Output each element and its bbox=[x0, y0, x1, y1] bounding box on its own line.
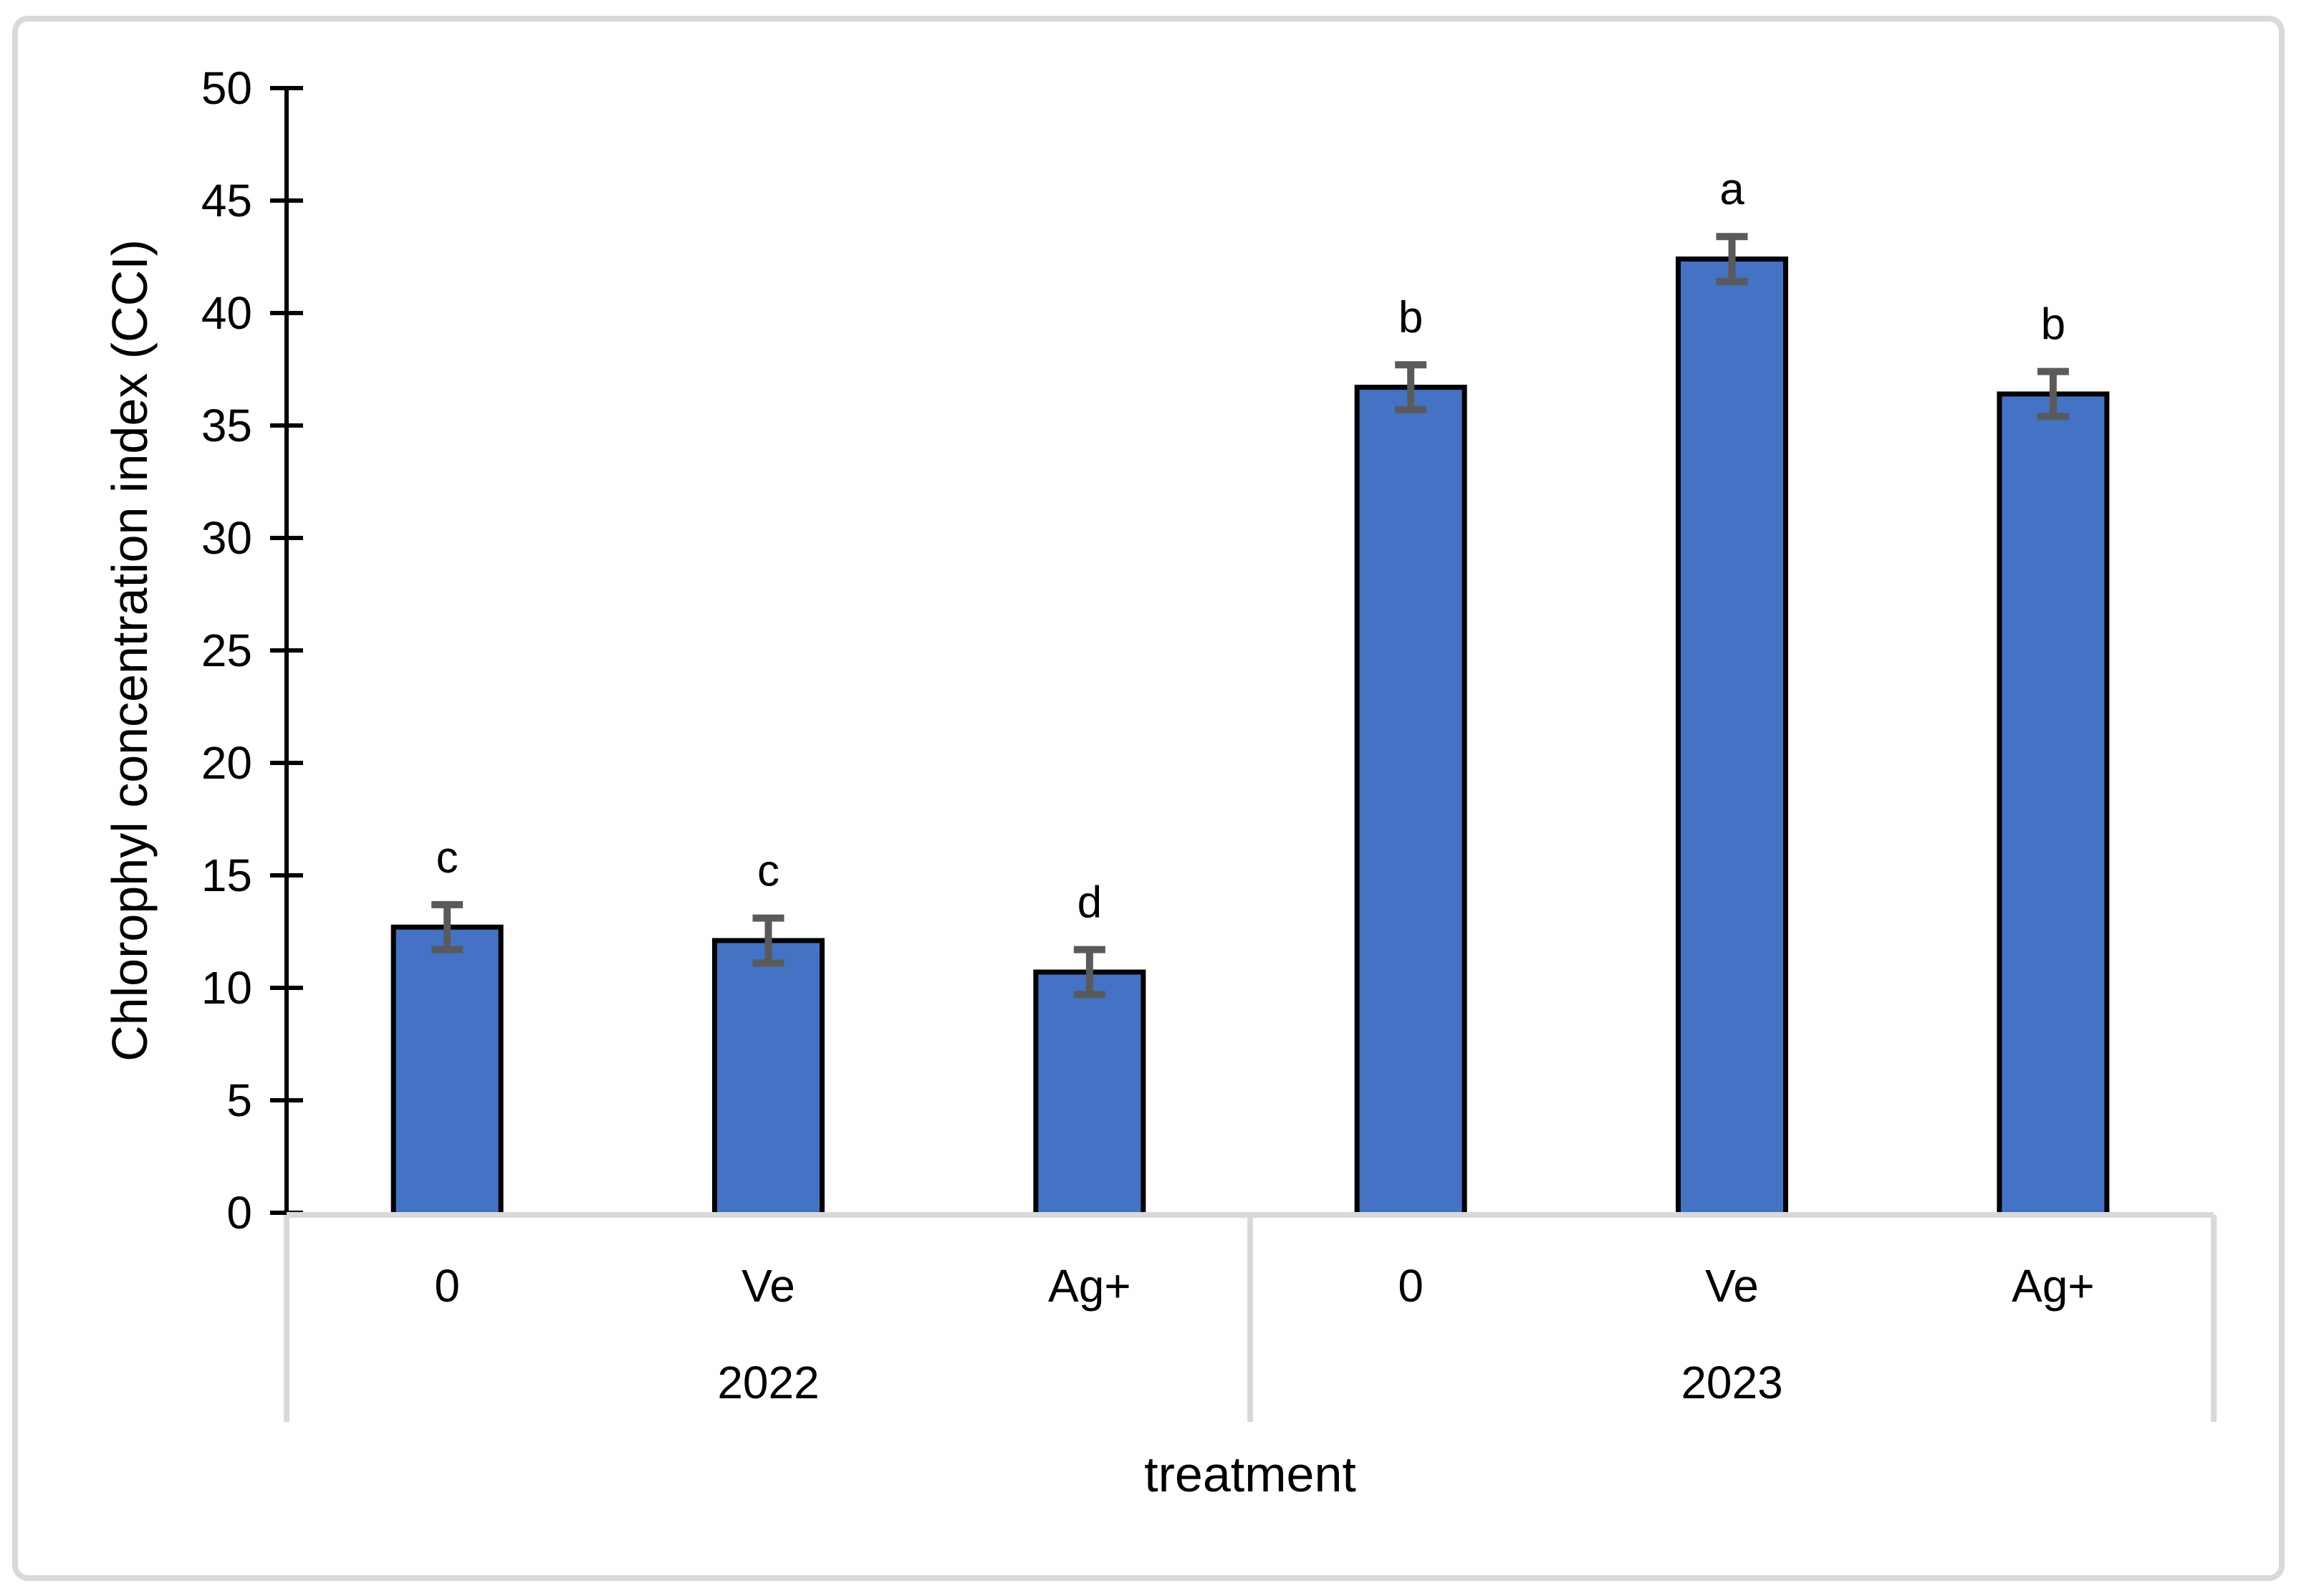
bar bbox=[393, 927, 501, 1213]
category-label: Ag+ bbox=[2012, 1260, 2095, 1312]
category-label: Ag+ bbox=[1048, 1260, 1131, 1312]
significance-letter: c bbox=[436, 833, 459, 883]
category-label: 0 bbox=[1398, 1260, 1424, 1312]
significance-letter: c bbox=[757, 847, 779, 896]
group-label: 2022 bbox=[717, 1357, 819, 1408]
y-tick-label: 50 bbox=[201, 62, 252, 114]
significance-letter: b bbox=[2041, 300, 2065, 350]
y-tick-label: 25 bbox=[201, 625, 252, 676]
y-tick-label: 15 bbox=[201, 850, 252, 901]
significance-letter: b bbox=[1398, 293, 1423, 342]
chart-border bbox=[12, 16, 2285, 1581]
y-tick-label: 45 bbox=[201, 175, 252, 226]
y-tick-label: 35 bbox=[201, 400, 252, 451]
y-tick-label: 0 bbox=[226, 1187, 252, 1239]
category-label: 0 bbox=[434, 1260, 460, 1312]
significance-letter: a bbox=[1719, 165, 1744, 214]
y-tick-label: 40 bbox=[201, 287, 252, 339]
y-tick-label: 10 bbox=[201, 962, 252, 1014]
significance-letter: d bbox=[1077, 878, 1102, 928]
category-label: Ve bbox=[1705, 1260, 1759, 1312]
group-label: 2023 bbox=[1681, 1357, 1782, 1408]
category-label: Ve bbox=[741, 1260, 795, 1312]
bar bbox=[1678, 259, 1786, 1213]
y-axis-title: Chlorophyl concentration index (CCI) bbox=[102, 239, 158, 1062]
y-tick-label: 5 bbox=[226, 1075, 252, 1126]
bar bbox=[1357, 387, 1465, 1213]
x-axis-title: treatment bbox=[1144, 1446, 1356, 1502]
y-tick-label: 20 bbox=[201, 737, 252, 789]
bar bbox=[714, 941, 822, 1213]
bar bbox=[1035, 972, 1143, 1213]
y-tick-label: 30 bbox=[201, 512, 252, 564]
bar bbox=[1999, 394, 2107, 1213]
